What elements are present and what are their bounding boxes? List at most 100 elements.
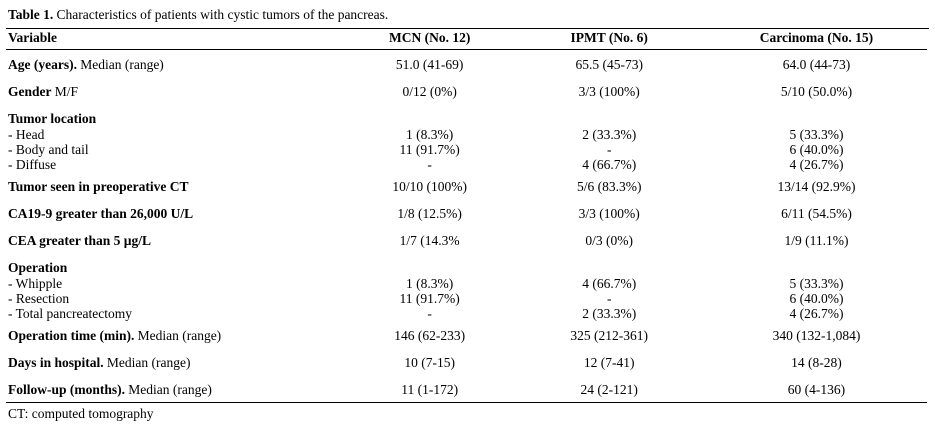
- row-label: CEA greater than 5 µg/L: [6, 226, 347, 253]
- cell-carcinoma: 4 (26.7%): [789, 157, 844, 172]
- cell-carcinoma: 64.0 (44-73): [782, 57, 851, 72]
- cell-carcinoma: 5 (33.3%): [789, 127, 844, 142]
- cell-mcn: 10 (7-15): [404, 355, 455, 370]
- cell-mcn: 1/8 (12.5%): [397, 206, 462, 221]
- cell-ipmt: 4 (66.7%): [582, 276, 637, 291]
- column-header-carcinoma: Carcinoma (No. 15): [705, 29, 927, 50]
- row-label: Tumor seen in preoperative CT: [6, 172, 347, 199]
- row-label-bold: Days in hospital.: [8, 355, 104, 370]
- table-row: Gender M/F 0/12 (0%) 3/3 (100%) 5/10 (50.0%): [6, 77, 927, 104]
- row-label-text: - Body and tail: [8, 142, 89, 157]
- row-label-bold: Tumor location: [8, 111, 97, 126]
- cell-carcinoma: 14 (8-28): [791, 355, 842, 370]
- cell-mcn: -: [427, 306, 432, 321]
- header-row: Variable MCN (No. 12) IPMT (No. 6) Carci…: [6, 29, 927, 50]
- row-label-rest: Median (range): [137, 328, 222, 343]
- cell-carcinoma: 6 (40.0%): [789, 142, 844, 157]
- row-label: Tumor location: [6, 104, 347, 127]
- cell-ipmt: 0/3 (0%): [585, 233, 634, 248]
- table-row: - Body and tail 11 (91.7%) - 6 (40.0%): [6, 142, 927, 157]
- cell-mcn: 10/10 (100%): [392, 179, 467, 194]
- column-header-variable: Variable: [6, 29, 347, 50]
- cell-mcn: 1 (8.3%): [406, 127, 454, 142]
- cell-ipmt: 3/3 (100%): [578, 206, 640, 221]
- cell-ipmt: 24 (2-121): [512, 375, 706, 403]
- cell-carcinoma: [706, 253, 927, 276]
- table-row: Days in hospital. Median (range) 10 (7-15)…: [6, 348, 927, 375]
- cell-carcinoma: 13/14 (92.9%): [777, 179, 856, 194]
- row-label-bold: CEA greater than 5 µg/L: [8, 233, 152, 248]
- cell-mcn: 11 (91.7%): [399, 142, 460, 157]
- row-label-text: - Resection: [8, 291, 70, 306]
- row-label: - Diffuse: [6, 157, 347, 172]
- table-row: Tumor seen in preoperative CT 10/10 (100%…: [6, 172, 927, 199]
- table-row: - Diffuse - 4 (66.7%) 4 (26.7%): [6, 157, 927, 172]
- row-label-text: - Whipple: [8, 276, 63, 291]
- cell-carcinoma: [706, 104, 927, 127]
- table-row: - Total pancreatectomy - 2 (33.3%) 4 (26.7%…: [6, 306, 927, 321]
- row-label: - Head: [6, 127, 347, 142]
- table-caption-number: Table 1.: [8, 7, 54, 22]
- cell-mcn: 11 (91.7%): [399, 291, 460, 306]
- row-label: Days in hospital. Median (range): [6, 348, 347, 375]
- table-row: CA19-9 greater than 26,000 U/L 1/8 (12.5%…: [6, 199, 927, 226]
- row-label-text: - Head: [8, 127, 45, 142]
- table-footnote: CT: computed tomography: [8, 406, 154, 421]
- row-label-bold: Operation time (min).: [8, 328, 135, 343]
- cell-ipmt: -: [606, 291, 612, 306]
- row-label-bold: Follow-up (months).: [8, 382, 126, 397]
- table-row: Operation: [6, 253, 927, 276]
- cell-carcinoma: 340 (132-1,084): [772, 328, 861, 343]
- column-header-ipmt: IPMT (No. 6): [512, 29, 706, 50]
- table-caption-text: Characteristics of patients with cystic …: [56, 7, 389, 22]
- table-row: Age (years). Median (range) 51.0 (41-69) 65…: [6, 50, 927, 78]
- table-row: Follow-up (months). Median (range) 11 (1-1…: [6, 375, 927, 403]
- cell-mcn: 51.0 (41-69): [395, 57, 464, 72]
- row-label-rest: Median (range): [80, 57, 164, 72]
- cell-carcinoma: 6 (40.0%): [789, 291, 844, 306]
- cell-carcinoma: 5 (33.3%): [789, 276, 844, 291]
- row-label: Follow-up (months). Median (range): [6, 375, 347, 403]
- row-label: Age (years). Median (range): [6, 50, 347, 78]
- row-label-rest: M/F: [54, 84, 78, 99]
- cell-mcn: 1 (8.3%): [406, 276, 454, 291]
- cell-mcn: -: [427, 157, 432, 172]
- row-label: - Resection: [6, 291, 347, 306]
- row-label: Gender M/F: [6, 77, 347, 104]
- cell-mcn: [347, 104, 513, 127]
- cell-mcn: 146 (62-233): [394, 328, 466, 343]
- cell-ipmt: [513, 253, 706, 276]
- column-header-mcn: MCN (No. 12): [346, 29, 513, 50]
- row-label-rest: Median (range): [128, 382, 212, 397]
- cell-carcinoma: 6/11 (54.5%): [781, 206, 852, 221]
- row-label: Operation: [6, 253, 347, 276]
- cell-carcinoma: 4 (26.7%): [789, 306, 844, 321]
- cell-mcn: 11 (1-172): [346, 375, 513, 403]
- row-label: CA19-9 greater than 26,000 U/L: [6, 199, 347, 226]
- row-label: - Whipple: [6, 276, 347, 291]
- row-label: Operation time (min). Median (range): [6, 321, 347, 348]
- cell-mcn: 0/12 (0%): [402, 84, 457, 99]
- cell-mcn: 1/7 (14.3%: [399, 233, 460, 248]
- cell-ipmt: 2 (33.3%): [582, 127, 637, 142]
- row-label: - Body and tail: [6, 142, 347, 157]
- table-row: - Whipple 1 (8.3%) 4 (66.7%) 5 (33.3%): [6, 276, 927, 291]
- row-label-bold: Age (years).: [8, 57, 77, 72]
- row-label-bold: CA19-9 greater than 26,000 U/L: [8, 206, 194, 221]
- table-row: - Resection 11 (91.7%) - 6 (40.0%): [6, 291, 927, 306]
- cell-carcinoma: 5/10 (50.0%): [780, 84, 853, 99]
- row-label-bold: Operation: [8, 260, 68, 275]
- cell-ipmt: 65.5 (45-73): [575, 57, 643, 72]
- cell-ipmt: 325 (212-361): [570, 328, 649, 343]
- cell-carcinoma: 60 (4-136): [705, 375, 927, 403]
- cell-ipmt: 2 (33.3%): [582, 306, 637, 321]
- row-label: - Total pancreatectomy: [6, 306, 347, 321]
- table-row: Tumor location: [6, 104, 927, 127]
- table-row: - Head 1 (8.3%) 2 (33.3%) 5 (33.3%): [6, 127, 927, 142]
- table-row: Operation time (min). Median (range) 146 (…: [6, 321, 927, 348]
- cell-ipmt: 12 (7-41): [583, 355, 635, 370]
- cell-ipmt: 3/3 (100%): [578, 84, 640, 99]
- table-caption: Table 1. Characteristics of patients with…: [6, 5, 929, 29]
- cell-mcn: [347, 253, 513, 276]
